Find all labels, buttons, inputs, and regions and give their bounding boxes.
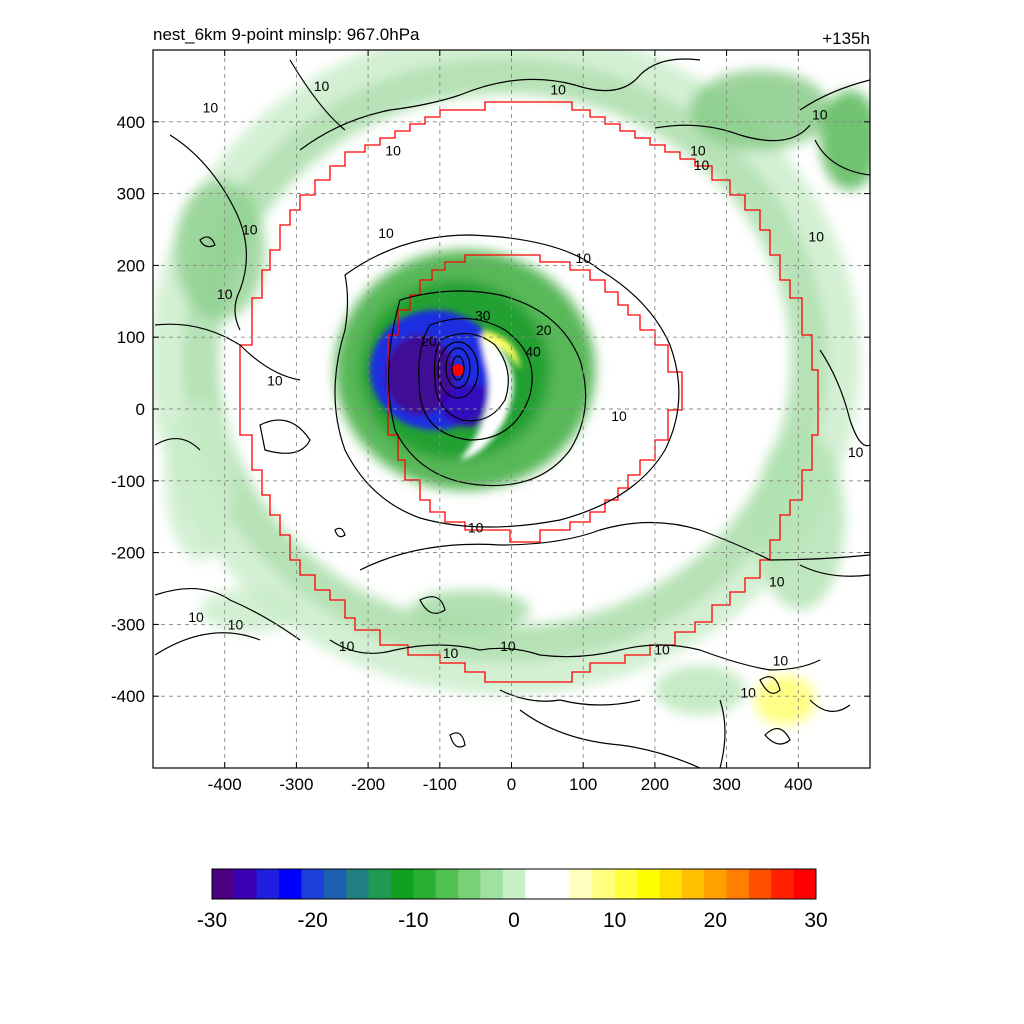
colorbar-swatch: [614, 869, 638, 899]
contour-label: 10: [188, 609, 204, 625]
x-tick-label: -100: [423, 775, 457, 794]
x-tick-label: -200: [351, 775, 385, 794]
colorbar-swatch: [525, 869, 549, 899]
y-tick-label: -200: [111, 544, 145, 563]
y-tick-label: 300: [117, 185, 145, 204]
colorbar-swatch: [547, 869, 571, 899]
contour-label: 10: [314, 78, 330, 94]
colorbar-swatch: [480, 869, 504, 899]
contour-label: 10: [773, 652, 789, 668]
colorbar-swatch: [390, 869, 414, 899]
colorbar-swatch: [793, 869, 817, 899]
contour-label: 10: [694, 157, 710, 173]
y-tick-label: 200: [117, 256, 145, 275]
colorbar-swatch: [435, 869, 459, 899]
colorbar-swatch: [659, 869, 683, 899]
x-tick-label: 400: [784, 775, 812, 794]
contour-label: 20: [421, 333, 437, 349]
colorbar-swatch: [704, 869, 728, 899]
colorbar-swatch: [346, 869, 370, 899]
contour-label: 10: [378, 225, 394, 241]
colorbar-swatch: [256, 869, 280, 899]
colorbar-swatch: [502, 869, 526, 899]
x-tick-label: 0: [507, 775, 516, 794]
contour-label: 10: [848, 444, 864, 460]
contour-label: 10: [654, 642, 670, 658]
colorbar-swatch: [681, 869, 705, 899]
contour-lines: [154, 58, 870, 768]
contour-label: 10: [769, 573, 785, 589]
contour-label: 10: [242, 222, 258, 238]
colorbar-swatch: [771, 869, 795, 899]
x-axis: -400 -300 -200 -100 0 100 200 300 400: [208, 50, 812, 794]
contour-label: 10: [203, 99, 219, 115]
y-tick-label: -400: [111, 687, 145, 706]
contour-label: 20: [536, 322, 552, 338]
colorbar-swatch: [301, 869, 325, 899]
colorbar-swatch: [413, 869, 437, 899]
forecast-hour-label: +135h: [822, 29, 870, 48]
colorbar-swatch: [368, 869, 392, 899]
colorbar-tick-label: -30: [197, 909, 227, 932]
colorbar-swatch: [569, 869, 593, 899]
y-tick-label: -100: [111, 472, 145, 491]
y-tick-label: 0: [136, 400, 145, 419]
inner-boundary: [387, 254, 683, 543]
contour-label: 10: [217, 286, 233, 302]
x-tick-label: 300: [712, 775, 740, 794]
colorbar-tick-label: 10: [603, 909, 626, 932]
colorbar-swatch: [323, 869, 347, 899]
colorbar-swatch: [279, 869, 302, 899]
y-axis: 400 300 200 100 0 -100 -200 -300 -400: [111, 113, 870, 706]
shaded-field: [153, 50, 870, 725]
y-tick-label: 100: [117, 328, 145, 347]
contour-label: 10: [690, 143, 706, 159]
colorbar-tick-label: -20: [297, 909, 327, 932]
x-tick-label: -300: [279, 775, 313, 794]
contour-label: 10: [339, 638, 355, 654]
contour-label: 10: [468, 519, 484, 535]
colorbar-tick-label: 20: [704, 909, 727, 932]
contour-label: 10: [443, 645, 459, 661]
contour-label: 40: [525, 344, 541, 360]
colorbar-swatch: [592, 869, 616, 899]
colorbar-tick-label: 30: [804, 909, 827, 932]
colorbar-swatch: [726, 869, 750, 899]
colorbar-tick-label: -10: [398, 909, 428, 932]
colorbar-swatch: [212, 869, 235, 899]
contour-label: 30: [475, 308, 491, 324]
plot-title: nest_6km 9-point minslp: 967.0hPa: [153, 25, 420, 44]
contour-label: 10: [740, 685, 756, 701]
colorbar-swatch: [637, 869, 660, 899]
colorbar-frame: [211, 868, 817, 900]
y-tick-label: -300: [111, 615, 145, 634]
contour-label: 10: [808, 229, 824, 245]
outer-boundary: [239, 101, 819, 683]
colorbar-tick-label: 0: [508, 909, 520, 932]
contour-label: 10: [500, 638, 516, 654]
y-tick-label: 400: [117, 113, 145, 132]
nest-boundaries: [239, 101, 819, 683]
contour-label: 10: [550, 81, 566, 97]
x-tick-label: -400: [208, 775, 242, 794]
colorbar-swatch: [458, 869, 481, 899]
x-tick-label: 100: [569, 775, 597, 794]
colorbar-swatch: [748, 869, 772, 899]
x-tick-label: 200: [641, 775, 669, 794]
contour-label: 10: [812, 107, 828, 123]
colorbar-swatch: [234, 869, 258, 899]
contour-label: 10: [611, 408, 627, 424]
contour-label: 10: [385, 143, 401, 159]
contour-label: 10: [267, 372, 283, 388]
colorbar: -30 -20 -10 0 10 20 30: [197, 868, 828, 932]
storm-center-marker: [452, 364, 464, 376]
